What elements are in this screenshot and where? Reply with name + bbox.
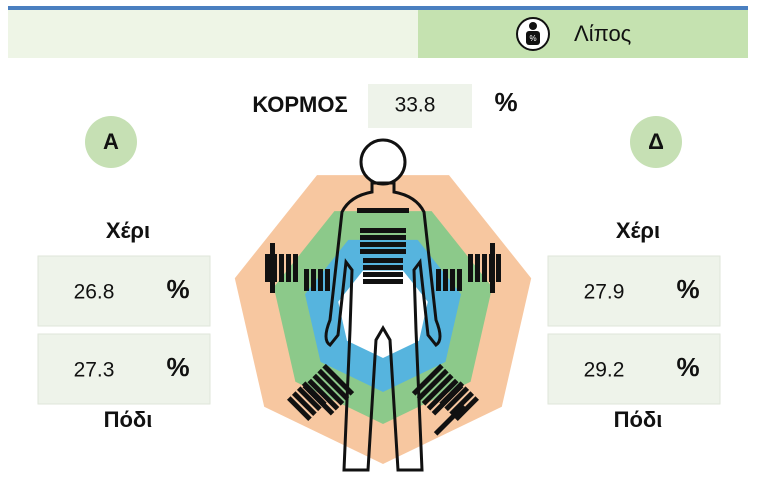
bar — [363, 279, 403, 284]
bar — [279, 254, 284, 282]
bar — [475, 254, 480, 282]
bar-stack — [270, 243, 275, 293]
bar — [457, 269, 462, 291]
icon-label: % — [529, 34, 536, 43]
bar — [496, 254, 501, 282]
bar — [360, 242, 406, 247]
tab-label[interactable]: Λίπος — [574, 21, 631, 46]
bar — [360, 235, 406, 240]
arm-unit: % — [166, 274, 189, 304]
arm-value: 26.8 — [74, 281, 115, 304]
bar — [363, 265, 403, 270]
side-label: Δ — [648, 129, 664, 154]
trunk-label: ΚΟΡΜΟΣ — [252, 92, 347, 117]
bar — [363, 272, 403, 277]
leg-value: 27.3 — [74, 359, 115, 382]
bar-stack — [357, 208, 409, 213]
segment-rings — [235, 175, 531, 464]
body-head — [361, 140, 405, 184]
bar — [357, 208, 409, 213]
icon-head — [529, 22, 537, 30]
leg-label: Πόδι — [104, 407, 153, 432]
screen: % Λίπος ΚΟΡΜΟΣ 33.8 % Α Δ Χέρι 26.8% 27.3%… — [0, 0, 757, 489]
bar — [490, 243, 495, 293]
arm-label: Χέρι — [616, 218, 660, 243]
bar — [265, 254, 270, 282]
leg-label: Πόδι — [614, 407, 663, 432]
bar — [443, 269, 448, 291]
trunk-value: 33.8 — [395, 94, 436, 117]
bar-stack — [265, 254, 298, 282]
bar — [360, 249, 406, 254]
bar — [293, 254, 298, 282]
leg-value: 29.2 — [584, 359, 625, 382]
arm-value: 27.9 — [584, 281, 625, 304]
arm-unit: % — [676, 274, 699, 304]
bar-stack — [490, 243, 495, 293]
bar — [270, 243, 275, 293]
bar — [436, 269, 441, 291]
bar — [318, 269, 323, 291]
bar — [363, 258, 403, 263]
top-rule — [8, 6, 748, 10]
leg-unit: % — [676, 352, 699, 382]
trunk-unit: % — [494, 87, 517, 117]
side-label: Α — [103, 129, 119, 154]
bar — [482, 254, 487, 282]
leg-unit: % — [166, 352, 189, 382]
bar — [311, 269, 316, 291]
bar — [450, 269, 455, 291]
arm-label: Χέρι — [106, 218, 150, 243]
bar — [360, 228, 406, 233]
bar — [468, 254, 473, 282]
bar — [325, 269, 330, 291]
bar — [304, 269, 309, 291]
bar — [286, 254, 291, 282]
bar-stack — [468, 254, 501, 282]
